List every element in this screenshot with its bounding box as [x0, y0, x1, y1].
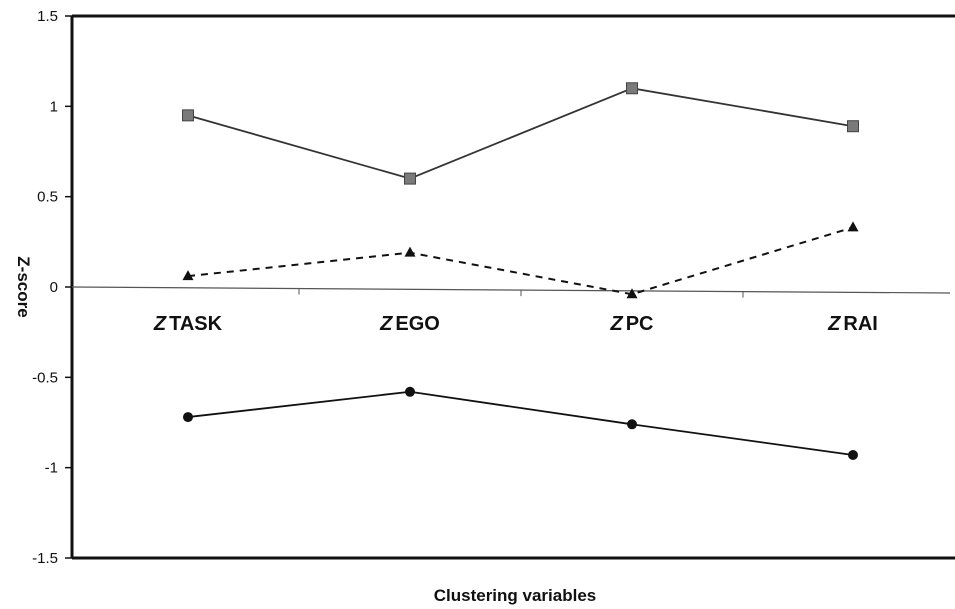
y-tick-label: 0.5	[37, 189, 58, 206]
series-line	[187, 390, 854, 456]
data-point-circle	[405, 386, 415, 397]
data-point-square	[182, 109, 194, 122]
series-line	[187, 226, 854, 296]
x-tick-label: Z EGO	[379, 313, 440, 335]
x-axis-line	[71, 286, 951, 294]
x-tick-marks	[298, 288, 744, 298]
series-line	[187, 87, 854, 180]
data-point-circle	[627, 419, 637, 430]
data-point-triangle	[626, 288, 638, 299]
y-tick-label: -1.5	[32, 550, 58, 567]
x-tick-label: Z RAI	[827, 313, 878, 335]
series-layer	[182, 82, 859, 461]
y-tick-label: -0.5	[32, 369, 58, 386]
data-point-circle	[848, 450, 858, 461]
x-axis-title: Clustering variables	[434, 586, 597, 605]
data-point-square	[847, 120, 859, 133]
y-tick-label: -1	[45, 460, 58, 477]
data-point-circle	[183, 412, 193, 423]
x-tick-label: Z PC	[609, 313, 653, 335]
y-tick-label: 1.5	[37, 8, 58, 25]
y-axis-title: Z-score	[14, 256, 33, 317]
category-labels: Z TASK Z EGO Z PC Z RAI	[153, 313, 878, 335]
data-point-triangle	[847, 221, 859, 232]
data-point-square	[626, 82, 638, 95]
data-point-square	[404, 172, 416, 185]
data-point-triangle	[404, 246, 416, 257]
y-axis-ticks: 1.5 1 0.5 0 -0.5 -1 -1.5	[32, 8, 72, 567]
data-point-triangle	[182, 270, 194, 281]
y-tick-label: 0	[50, 279, 58, 296]
y-tick-label: 1	[50, 98, 58, 115]
x-tick-label: Z TASK	[153, 313, 223, 335]
